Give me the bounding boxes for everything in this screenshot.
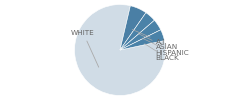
Wedge shape [120,30,164,50]
Text: A.I.: A.I. [132,30,167,45]
Text: HISPANIC: HISPANIC [142,38,189,56]
Wedge shape [75,4,165,95]
Text: ASIAN: ASIAN [138,34,178,50]
Wedge shape [120,13,154,50]
Text: BLACK: BLACK [145,44,179,61]
Wedge shape [120,6,146,50]
Wedge shape [120,20,161,50]
Text: WHITE: WHITE [71,30,99,67]
